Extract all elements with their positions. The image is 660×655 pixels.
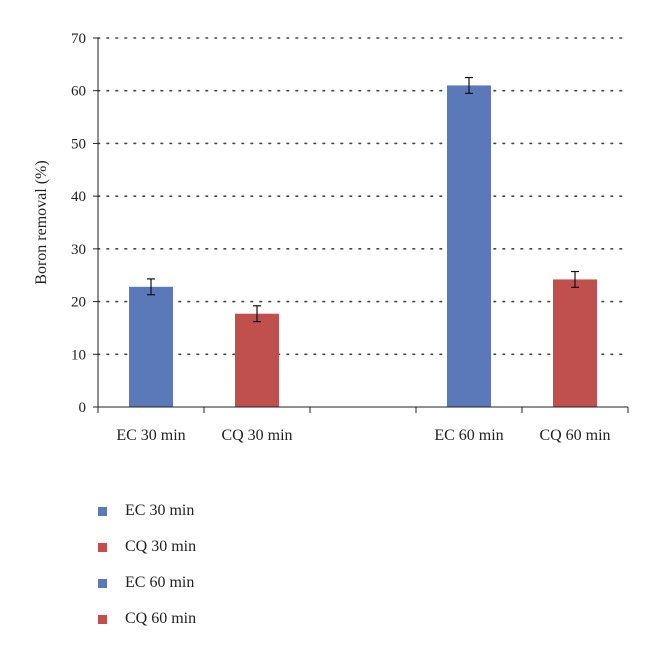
y-tick-label: 10 bbox=[71, 347, 86, 363]
legend: EC 30 min CQ 30 min EC 60 min CQ 60 min bbox=[98, 493, 196, 637]
legend-swatch bbox=[98, 506, 107, 516]
x-category-label: CQ 30 min bbox=[221, 427, 292, 444]
x-category-label: EC 30 min bbox=[116, 427, 185, 444]
x-category-labels: EC 30 min CQ 30 min EC 60 min CQ 60 min bbox=[116, 427, 610, 444]
legend-label: CQ 60 min bbox=[125, 610, 197, 627]
y-tick-label: 40 bbox=[71, 189, 86, 205]
legend-label: EC 60 min bbox=[125, 574, 195, 591]
bar bbox=[235, 313, 279, 407]
legend-swatch bbox=[98, 578, 107, 588]
legend-label: EC 30 min bbox=[125, 502, 195, 519]
bar bbox=[447, 85, 491, 407]
legend-item-ec-60: EC 60 min bbox=[98, 565, 196, 601]
y-tick-labels: 0 10 20 30 40 50 60 70 bbox=[71, 31, 86, 416]
bar bbox=[553, 279, 597, 407]
legend-swatch bbox=[98, 614, 107, 624]
axes bbox=[93, 37, 629, 413]
y-tick-label: 30 bbox=[71, 242, 86, 258]
y-tick-label: 50 bbox=[71, 136, 86, 152]
y-tick-label: 70 bbox=[71, 31, 86, 47]
y-axis-title: Boron removal (%) bbox=[33, 160, 50, 284]
grid-lines bbox=[97, 37, 629, 356]
y-tick-label: 0 bbox=[79, 400, 87, 416]
y-tick-label: 20 bbox=[71, 295, 86, 311]
legend-item-cq-60: CQ 60 min bbox=[98, 601, 196, 637]
x-category-label: EC 60 min bbox=[434, 427, 503, 444]
x-category-label: CQ 60 min bbox=[539, 427, 610, 444]
bar bbox=[129, 286, 173, 407]
bar-chart: 0 10 20 30 40 50 60 70 EC 30 min CQ 30 min EC 60 … bbox=[33, 31, 629, 444]
legend-label: CQ 30 min bbox=[125, 538, 197, 555]
legend-item-ec-30: EC 30 min bbox=[98, 493, 196, 529]
legend-item-cq-30: CQ 30 min bbox=[98, 529, 196, 565]
y-tick-label: 60 bbox=[71, 84, 86, 100]
legend-swatch bbox=[98, 542, 107, 552]
bars bbox=[129, 76, 597, 407]
